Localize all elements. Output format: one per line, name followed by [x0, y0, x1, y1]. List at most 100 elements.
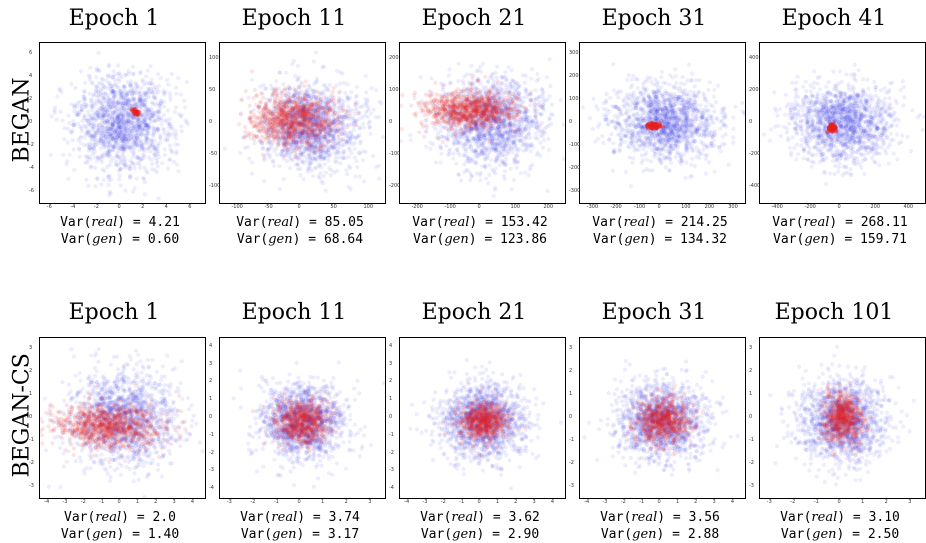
real-samples-point [297, 75, 301, 79]
var-real-line: Var(real) = 85.05 [210, 214, 390, 231]
real-samples-point [346, 104, 350, 108]
real-samples-point [179, 93, 183, 97]
real-samples-point [512, 137, 516, 141]
generated-samples-point [284, 132, 288, 136]
real-samples-point [117, 177, 121, 181]
real-samples-point [223, 147, 227, 151]
generated-samples-point [268, 121, 272, 125]
real-samples-point [131, 129, 135, 133]
real-samples-point [439, 161, 443, 165]
real-samples-point [156, 149, 160, 153]
real-samples-point [340, 72, 344, 76]
real-samples-point [185, 80, 189, 84]
real-samples-point [336, 105, 340, 109]
real-samples-point [452, 151, 456, 155]
real-samples-point [495, 65, 499, 69]
real-samples-point [107, 149, 111, 153]
real-samples-point [68, 130, 72, 134]
var-gen-line: Var(gen) = 68.64 [210, 231, 390, 248]
generated-samples-point [324, 125, 328, 129]
real-samples-point [117, 146, 121, 150]
real-samples-point [150, 139, 154, 143]
generated-samples-point [322, 134, 326, 138]
real-samples-point [475, 171, 479, 175]
real-samples-point [527, 131, 531, 135]
real-samples-point [320, 65, 324, 69]
generated-samples-point [279, 122, 283, 126]
real-samples-point [305, 155, 309, 159]
generated-samples-point [327, 122, 331, 126]
real-samples-point [159, 118, 163, 122]
real-samples-point [324, 171, 328, 175]
real-samples-point [87, 78, 91, 82]
generated-samples-point [331, 120, 335, 124]
real-samples-point [142, 177, 146, 181]
real-samples-point [344, 168, 348, 172]
real-samples-point [166, 166, 170, 170]
real-samples-point [144, 74, 148, 78]
real-samples-point [353, 174, 357, 178]
real-samples-point [114, 138, 118, 142]
real-samples-point [121, 147, 125, 151]
real-samples-point [133, 186, 137, 190]
real-samples-point [459, 141, 463, 145]
generated-samples-point [318, 146, 322, 150]
real-samples-point [71, 123, 75, 127]
real-samples-point [86, 184, 90, 188]
generated-samples-point [331, 94, 335, 98]
real-samples-point [519, 171, 523, 175]
generated-samples-point [276, 143, 280, 147]
real-samples [49, 51, 191, 201]
real-samples-point [112, 128, 116, 132]
real-samples-point [111, 93, 115, 97]
real-samples-point [348, 148, 352, 152]
real-samples-point [82, 113, 86, 117]
real-samples-point [509, 167, 513, 171]
generated-samples-point [255, 124, 259, 128]
y-tick-label: 6 [29, 50, 32, 56]
generated-samples-point [268, 98, 272, 102]
real-samples-point [53, 111, 57, 115]
real-samples-point [107, 63, 111, 67]
real-samples-point [93, 150, 97, 154]
generated-samples-point [333, 111, 337, 115]
real-samples-point [66, 114, 70, 118]
real-samples-point [106, 135, 110, 139]
real-samples-point [341, 156, 345, 160]
real-samples-point [136, 132, 140, 136]
real-samples-point [107, 183, 111, 187]
real-samples-point [358, 125, 362, 129]
real-samples-point [364, 110, 368, 114]
generated-samples-point [311, 140, 315, 144]
generated-samples-point [261, 139, 265, 143]
real-samples-point [479, 70, 483, 74]
real-samples-point [125, 106, 129, 110]
real-samples-point [142, 150, 146, 154]
real-samples-point [95, 176, 99, 180]
real-samples-point [353, 112, 357, 116]
real-samples-point [147, 155, 151, 159]
var-real-value: 85.05 [325, 215, 364, 230]
real-samples-point [371, 154, 375, 158]
generated-samples-point [320, 118, 324, 122]
var-real-value: 4.21 [149, 215, 180, 230]
real-samples-point [509, 146, 513, 150]
real-samples-point [353, 155, 357, 159]
real-samples-point [93, 166, 97, 170]
real-samples-point [155, 161, 159, 165]
real-samples-point [512, 178, 516, 182]
real-samples-point [400, 139, 403, 143]
real-samples-point [162, 113, 166, 117]
real-samples-point [374, 88, 378, 92]
real-samples-point [78, 141, 82, 145]
real-samples-point [67, 153, 71, 157]
real-samples-point [285, 159, 289, 163]
real-samples-point [290, 62, 294, 66]
y-tick-label: 0 [29, 119, 32, 125]
real-samples-point [516, 160, 520, 164]
real-samples-point [179, 124, 183, 128]
generated-samples-point [271, 139, 275, 143]
real-samples-point [343, 91, 347, 95]
real-samples-point [105, 165, 109, 169]
real-samples-point [352, 128, 356, 132]
